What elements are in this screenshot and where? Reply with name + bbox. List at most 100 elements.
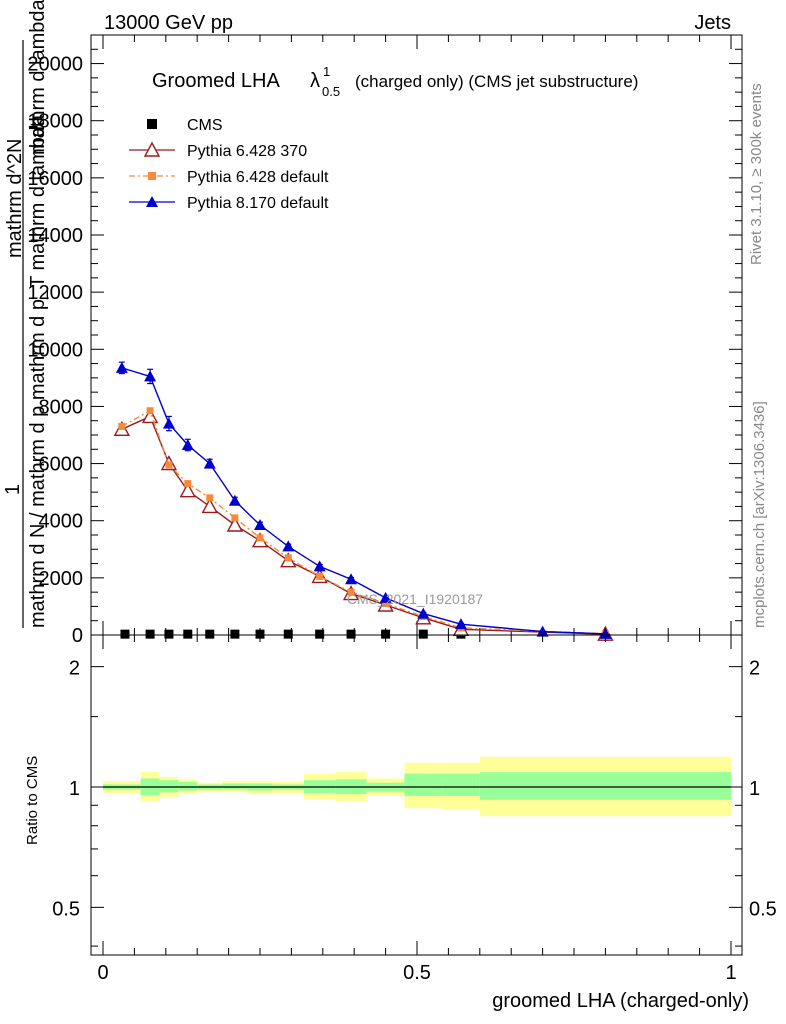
ratio-band-inner (442, 773, 480, 796)
y-label-denominator: mathrm d N / mathrm d p mathrm d p_T mat… (27, 114, 49, 628)
data-point-pythia8_default (454, 618, 467, 630)
ratio-y-tick-label: 0.5 (52, 898, 80, 920)
data-point-cms (183, 629, 193, 639)
data-point-pythia8_default (228, 494, 241, 506)
ratio-band-inner (404, 773, 443, 796)
data-point-pythia8_default (282, 540, 295, 552)
y-tick-label: 6000 (39, 454, 84, 476)
legend-label-cms: CMS (187, 117, 223, 134)
y-label-top: mathrm d^2N (4, 139, 26, 258)
data-point-pythia6_default (347, 588, 355, 596)
data-point-pythia6_default (231, 514, 239, 522)
watermark: CMS_2021_I1920187 (347, 591, 483, 607)
data-point-pythia8_default (115, 361, 128, 373)
legend-label-pythia8-default: Pythia 8.170 default (187, 195, 329, 212)
data-point-pythia8_default (599, 627, 612, 639)
y-tick-label: 4000 (39, 511, 84, 533)
y-label-overlap: mathrm d lambda (27, 0, 49, 155)
ratio-y-tick-label-right: 2 (749, 658, 760, 680)
x-tick-label: 1 (725, 962, 736, 984)
data-point-pythia8_default (417, 607, 430, 619)
data-point-cms (164, 629, 174, 639)
y-tick-label: 16000 (27, 168, 83, 190)
data-point-cms (381, 629, 391, 639)
data-point-pythia8_default (144, 370, 157, 382)
data-point-cms (255, 629, 265, 639)
legend-label-pythia6-370: Pythia 6.428 370 (187, 143, 307, 160)
ratio-y-tick-label-right: 1 (749, 778, 760, 800)
data-point-cms (145, 629, 155, 639)
data-point-cms (283, 629, 293, 639)
mcplots-label: mcplots.cern.ch [arXiv:1306.3436] (751, 401, 768, 628)
data-point-cms (418, 629, 428, 639)
data-point-pythia8_default (254, 519, 266, 530)
data-point-cms (230, 629, 240, 639)
data-point-pythia6_370 (179, 482, 196, 498)
ratio-band-inner (178, 781, 198, 791)
title-sup: 1 (323, 64, 330, 79)
data-point-pythia6_default (146, 407, 154, 415)
data-point-pythia6_default (184, 480, 192, 488)
data-point-pythia8_default (536, 625, 549, 637)
data-point-cms (346, 629, 356, 639)
jets-label: Jets (694, 12, 731, 34)
ratio-y-tick-label: 2 (69, 658, 80, 680)
ratio-band-inner (479, 772, 731, 800)
y-tick-label: 0 (72, 625, 83, 647)
legend-marker-cms (147, 119, 157, 129)
data-point-pythia6_default (165, 461, 173, 469)
y-tick-label: 10000 (27, 339, 83, 361)
legend: CMS Pythia 6.428 370 Pythia 6.428 defaul… (129, 117, 329, 212)
x-tick-label: 0.5 (403, 962, 431, 984)
data-point-pythia6_default (382, 600, 390, 608)
main-y-label: 1 mathrm d^2N mathrm d N / mathrm d p ma… (2, 0, 49, 628)
y-tick-label: 8000 (39, 396, 84, 418)
title-rest: (charged only) (CMS jet substructure) (355, 72, 638, 91)
plot-title: Groomed LHA λ 1 0.5 (charged only) (CMS … (152, 64, 638, 99)
data-point-pythia6_370 (201, 497, 218, 514)
data-point-pythia6_default (206, 494, 214, 502)
y-tick-label: 12000 (27, 282, 83, 304)
legend-label-pythia6-default: Pythia 6.428 default (187, 169, 329, 186)
data-point-cms (315, 629, 325, 639)
title-symbol: λ (310, 70, 320, 92)
main-series (113, 361, 614, 641)
x-tick-label: 0 (97, 962, 108, 984)
legend-marker-pythia8-default (146, 196, 158, 207)
ratio-y-label: Ratio to CMS (24, 756, 41, 845)
ratio-ticks: 0.5 0.5 1 1 2 2 0 0.5 1 (52, 635, 777, 984)
ratio-bands (103, 756, 731, 817)
legend-marker-pythia6-default (148, 172, 156, 180)
energy-label: 13000 GeV pp (104, 12, 233, 34)
title-sub: 0.5 (322, 84, 340, 99)
title-main: Groomed LHA (152, 70, 280, 92)
ratio-y-tick-label-right: 0.5 (749, 898, 777, 920)
y-tick-label: 20000 (27, 54, 83, 76)
data-point-pythia8_default (181, 439, 194, 450)
data-point-pythia6_default (316, 572, 324, 580)
main-panel: 0 2000 4000 6000 8000 10000 12000 14000 16000 180… (27, 34, 743, 647)
ratio-panel: 0.5 0.5 1 1 2 2 0 0.5 1 Ratio to CMS groomed LHA… (24, 634, 777, 1012)
main-y-ticks: 0 2000 4000 6000 8000 10000 12000 14000 16000 180… (27, 35, 742, 647)
data-point-pythia6_default (256, 534, 264, 542)
data-point-cms (205, 629, 215, 639)
data-point-pythia8_default (379, 591, 392, 603)
y-tick-label: 18000 (27, 111, 83, 133)
legend-marker-pythia6-370 (143, 141, 161, 157)
ratio-band-inner (159, 780, 179, 793)
y-label-numerator: 1 (2, 484, 24, 495)
ratio-y-tick-label: 1 (69, 778, 80, 800)
x-axis-label: groomed LHA (charged-only) (492, 990, 749, 1012)
data-point-pythia8_default (203, 457, 216, 469)
data-point-cms (120, 629, 130, 639)
data-point-pythia8_default (313, 560, 326, 572)
data-point-pythia6_370 (226, 516, 244, 532)
data-point-pythia8_default (162, 417, 175, 429)
data-point-pythia6_370 (141, 407, 159, 424)
rivet-label: Rivet 3.1.10, ≥ 300k events (748, 83, 765, 265)
data-point-pythia6_default (284, 554, 292, 562)
data-point-pythia6_default (118, 422, 126, 430)
y-tick-label: 14000 (27, 225, 83, 247)
ratio-frame (90, 634, 743, 956)
